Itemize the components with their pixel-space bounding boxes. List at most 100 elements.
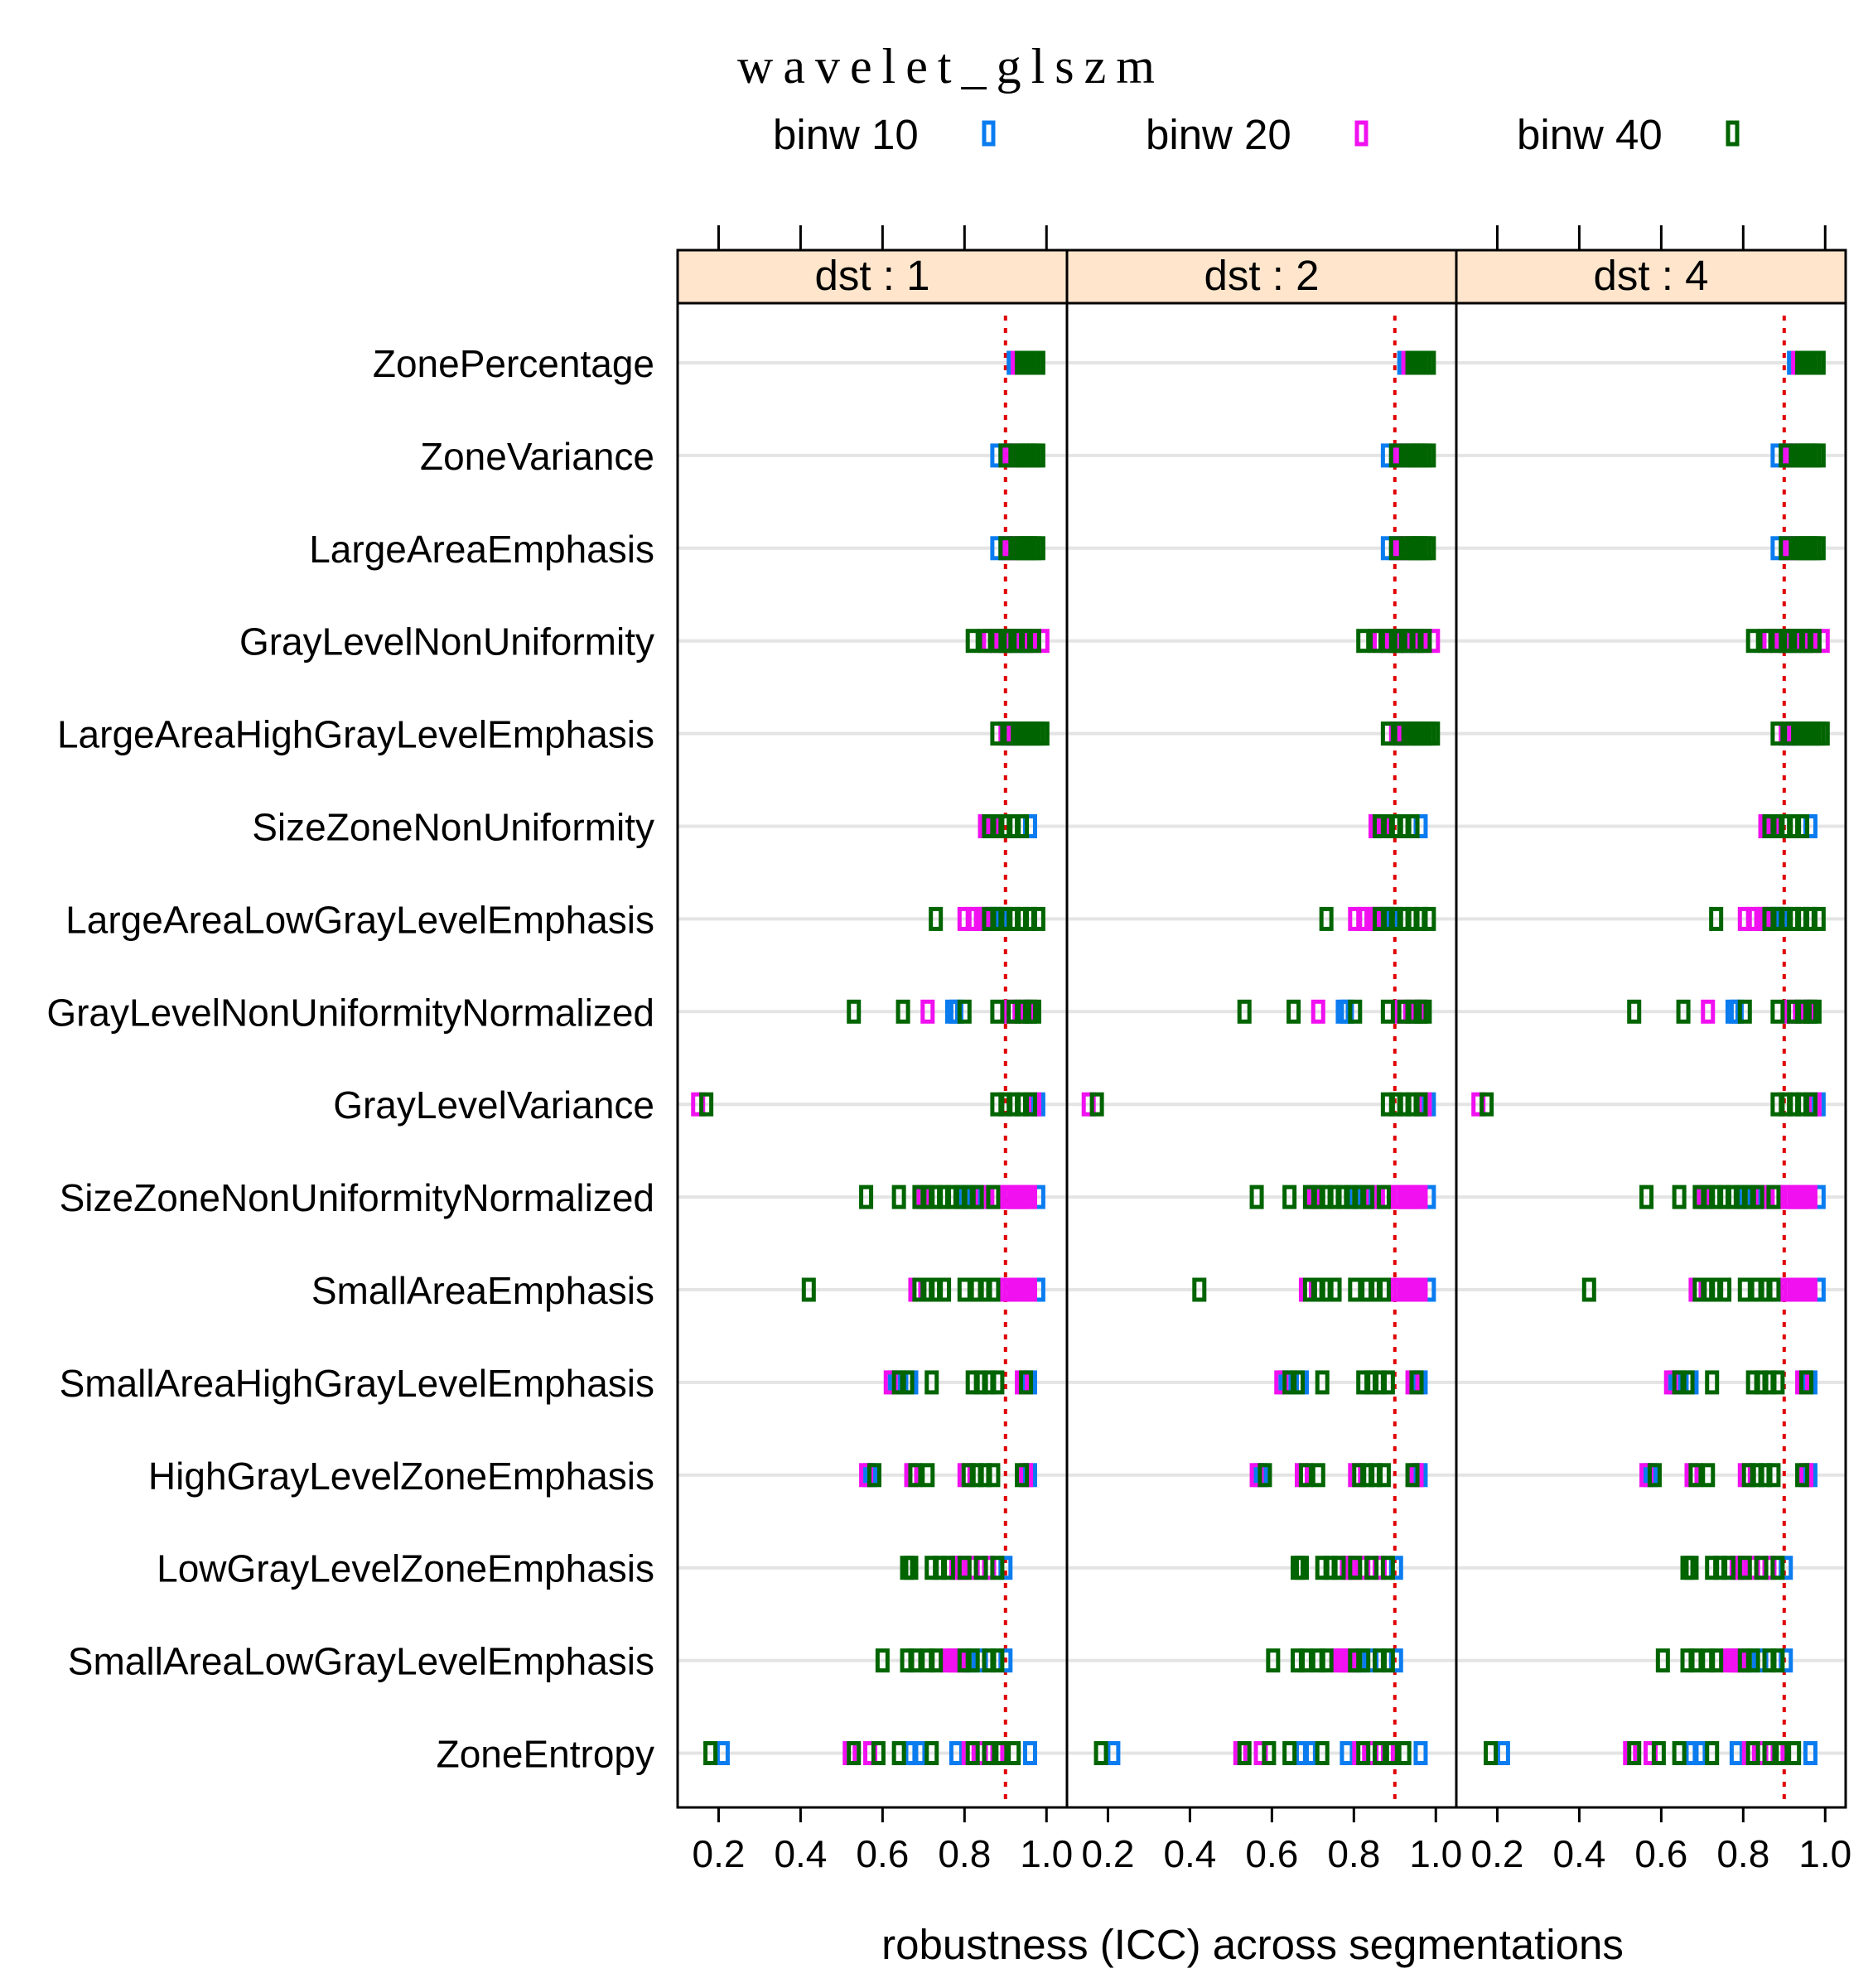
y-tick-label: LowGrayLevelZoneEmphasis xyxy=(157,1547,654,1590)
data-point xyxy=(1737,1277,1752,1302)
x-tick-label: 0.4 xyxy=(774,1832,827,1875)
data-point xyxy=(891,1741,906,1765)
data-point xyxy=(1795,1463,1810,1488)
data-point xyxy=(1388,443,1403,468)
data-point xyxy=(1319,1648,1334,1673)
data-point xyxy=(1006,1741,1021,1765)
data-point xyxy=(912,1741,927,1765)
x-tick-label: 0.4 xyxy=(1163,1832,1216,1875)
data-point xyxy=(990,1370,1005,1395)
panel-border xyxy=(1065,302,1458,1809)
data-point xyxy=(1672,1185,1687,1209)
data-point xyxy=(1369,629,1383,654)
data-point xyxy=(1282,1185,1297,1209)
data-point xyxy=(994,1741,1009,1765)
data-point xyxy=(1356,1648,1371,1673)
data-point xyxy=(871,1741,886,1765)
data-point xyxy=(990,999,1005,1024)
data-point xyxy=(1779,536,1793,561)
data-point xyxy=(1774,1741,1789,1765)
data-point xyxy=(1019,1370,1034,1395)
y-tick-label: ZonePercentage xyxy=(373,342,654,385)
data-point xyxy=(949,1741,963,1765)
data-point xyxy=(1413,1092,1428,1117)
panel: dst : 1 0.2 0.4 0.6 0.8 1.0 xyxy=(676,225,1073,1875)
data-point xyxy=(1376,1277,1391,1302)
x-tick-label: 0.2 xyxy=(692,1832,745,1875)
panel-strip-label: dst : 2 xyxy=(1204,252,1320,299)
x-tick-label: 0.6 xyxy=(1634,1832,1687,1875)
legend: binw 10 binw 20 binw 40 xyxy=(773,111,1740,158)
data-point xyxy=(1811,350,1826,375)
data-point xyxy=(1022,1185,1037,1209)
data-point xyxy=(1766,1185,1781,1209)
panel: dst : 2 0.2 0.4 0.6 0.8 1.0 xyxy=(1065,248,1462,1875)
data-point xyxy=(1340,1741,1354,1765)
data-point xyxy=(1770,1370,1785,1395)
data-point xyxy=(1311,999,1325,1024)
x-tick-label: 0.8 xyxy=(1327,1832,1380,1875)
data-point xyxy=(1380,1648,1395,1673)
y-tick-label: LargeAreaEmphasis xyxy=(309,528,654,571)
data-point xyxy=(1356,629,1371,654)
data-point xyxy=(1758,629,1773,654)
data-point xyxy=(1192,1277,1207,1302)
data-point xyxy=(941,1556,956,1580)
data-point xyxy=(990,1648,1005,1673)
panel-strip xyxy=(1065,248,1458,305)
data-point xyxy=(1705,1370,1720,1395)
data-point xyxy=(1803,1277,1817,1302)
data-point xyxy=(895,999,910,1024)
data-point xyxy=(1795,814,1810,838)
data-point xyxy=(1417,999,1432,1024)
y-tick-label: LargeAreaLowGrayLevelEmphasis xyxy=(65,898,654,941)
data-point xyxy=(875,1648,890,1673)
data-point xyxy=(1022,1741,1037,1765)
data-point xyxy=(1811,906,1826,931)
data-point xyxy=(986,1185,1001,1209)
y-tick-label: LargeAreaHighGrayLevelEmphasis xyxy=(57,713,654,756)
x-tick-label: 1.0 xyxy=(1798,1832,1851,1875)
data-point xyxy=(1737,1556,1752,1580)
data-point xyxy=(1422,906,1436,931)
data-point xyxy=(1422,350,1436,375)
data-point xyxy=(1581,1277,1596,1302)
data-point xyxy=(1031,906,1045,931)
x-tick-label: 1.0 xyxy=(1409,1832,1462,1875)
data-point xyxy=(1348,1277,1363,1302)
data-point xyxy=(1106,1741,1121,1765)
data-point xyxy=(1766,1463,1781,1488)
data-point xyxy=(1803,1741,1817,1765)
x-axis-title: robustness (ICC) across segmentations xyxy=(881,1921,1624,1968)
data-point xyxy=(908,1648,923,1673)
data-point xyxy=(982,1741,997,1765)
panel: dst : 4 0.2 0.4 0.6 0.8 1.0 xyxy=(1455,225,1851,1875)
y-tick-label: SmallAreaEmphasis xyxy=(311,1269,654,1312)
legend-label: binw 20 xyxy=(1146,111,1291,158)
data-point xyxy=(1692,1741,1707,1765)
data-point xyxy=(1360,1185,1375,1209)
x-tick-label: 0.6 xyxy=(856,1832,909,1875)
data-point xyxy=(957,999,972,1024)
data-point xyxy=(1035,721,1050,746)
data-point xyxy=(1405,814,1420,838)
data-point xyxy=(1237,999,1252,1024)
data-point xyxy=(1384,1741,1399,1765)
data-point xyxy=(1426,721,1441,746)
data-point xyxy=(801,1277,816,1302)
data-point xyxy=(986,1463,1001,1488)
data-point xyxy=(1680,1370,1695,1395)
data-point xyxy=(1262,1741,1277,1765)
data-point xyxy=(1356,1741,1371,1765)
data-point xyxy=(1737,999,1752,1024)
data-point xyxy=(1639,1185,1654,1209)
data-point xyxy=(1315,1741,1330,1765)
panel-strip xyxy=(676,248,1069,305)
data-point xyxy=(957,1277,972,1302)
data-point xyxy=(1803,1092,1817,1117)
data-point xyxy=(1705,1741,1720,1765)
data-point xyxy=(1676,999,1691,1024)
data-point xyxy=(990,721,1005,746)
y-tick-label: ZoneVariance xyxy=(420,435,654,478)
